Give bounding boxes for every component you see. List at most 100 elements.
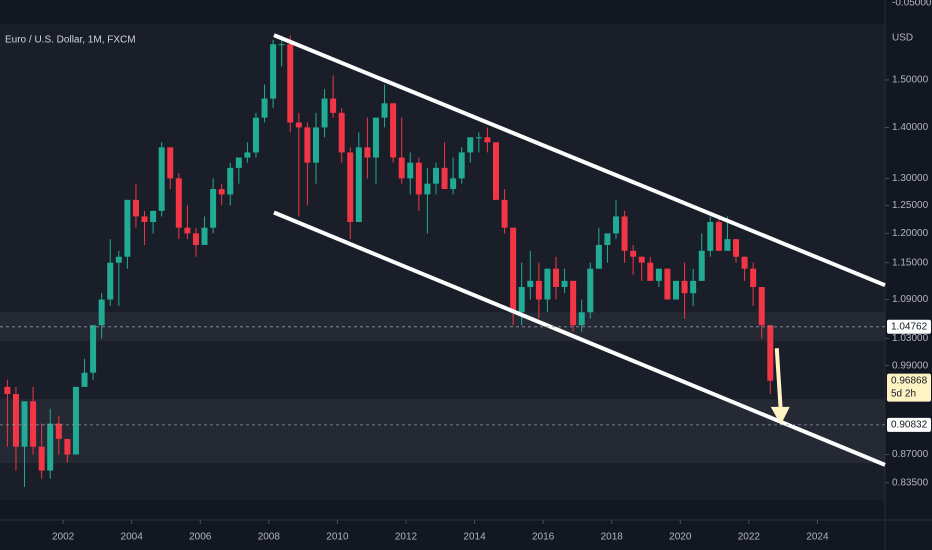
candle-body bbox=[184, 227, 191, 234]
price-label-box bbox=[887, 319, 931, 334]
candle-body bbox=[398, 157, 405, 179]
candle-body bbox=[741, 256, 748, 269]
candle-body bbox=[715, 222, 722, 251]
candle-body bbox=[698, 250, 705, 281]
candle-body bbox=[141, 216, 148, 223]
candle-body bbox=[407, 162, 414, 179]
candle-body bbox=[518, 287, 525, 313]
y-tick-label: 0.83500 bbox=[892, 477, 929, 488]
candle-body bbox=[4, 386, 11, 395]
candle-body bbox=[210, 189, 217, 228]
candle-body bbox=[484, 137, 491, 143]
y-tick-label: 1.09000 bbox=[892, 294, 929, 305]
x-tick-label: 2002 bbox=[52, 532, 75, 543]
candle-body bbox=[81, 372, 88, 387]
x-tick-label: 2020 bbox=[669, 532, 692, 543]
candle-body bbox=[124, 199, 131, 257]
candle-body bbox=[287, 44, 294, 123]
candle-body bbox=[655, 268, 662, 281]
candle-body bbox=[595, 244, 602, 269]
candle-body bbox=[321, 98, 328, 128]
candle-body bbox=[364, 147, 371, 158]
x-tick-label: 2014 bbox=[463, 532, 486, 543]
candle-body bbox=[424, 183, 431, 195]
chart-title: Euro / U.S. Dollar, 1M, FXCM bbox=[5, 35, 136, 46]
candle-body bbox=[55, 423, 62, 439]
arrow-head bbox=[770, 406, 790, 425]
x-tick-label: 2016 bbox=[532, 532, 555, 543]
x-tick-label: 2022 bbox=[738, 532, 761, 543]
y-tick-label: 1.20000 bbox=[892, 228, 929, 239]
candle-body bbox=[235, 157, 242, 168]
x-tick-label: 2004 bbox=[121, 532, 144, 543]
candle-body bbox=[270, 44, 277, 99]
candle-body bbox=[450, 178, 457, 190]
candle-body bbox=[570, 280, 577, 326]
candle-body bbox=[201, 227, 208, 245]
candle-body bbox=[621, 216, 628, 251]
candle-body bbox=[664, 268, 671, 300]
channel-line bbox=[273, 33, 886, 288]
candle-body bbox=[72, 386, 79, 455]
candle-body bbox=[561, 280, 568, 288]
candle-body bbox=[244, 152, 251, 158]
candle-body bbox=[767, 325, 774, 381]
candle-body bbox=[544, 268, 551, 300]
price-label: 0.90832 bbox=[891, 420, 928, 431]
candle-body bbox=[527, 280, 534, 288]
candle-body bbox=[312, 127, 319, 163]
candle-body bbox=[647, 262, 654, 281]
candle-body bbox=[707, 222, 714, 251]
candle-body bbox=[330, 98, 337, 113]
y-tick-label: 0.99000 bbox=[892, 360, 929, 371]
candle-body bbox=[381, 103, 388, 118]
candle-body bbox=[115, 256, 122, 263]
price-label: 1.04762 bbox=[891, 321, 928, 332]
zone bbox=[0, 312, 885, 342]
candle-body bbox=[295, 122, 302, 128]
y-tick-label: 1.40000 bbox=[892, 122, 929, 133]
candle-body bbox=[613, 216, 620, 234]
y-tick-label: 1.03000 bbox=[892, 333, 929, 344]
candle-body bbox=[98, 299, 105, 326]
candle-body bbox=[192, 233, 199, 245]
candle-body bbox=[681, 280, 688, 294]
price-label-box bbox=[887, 417, 931, 432]
candle-body bbox=[441, 167, 448, 190]
price-label-box bbox=[887, 373, 931, 402]
price-label: 0.96868 bbox=[891, 375, 928, 386]
candle-body bbox=[458, 152, 465, 179]
candle-body bbox=[338, 112, 345, 153]
candle-body bbox=[467, 137, 474, 153]
candle-body bbox=[132, 199, 139, 217]
candle-body bbox=[604, 233, 611, 245]
y-tick-label: 1.30000 bbox=[892, 173, 929, 184]
candle-body bbox=[724, 239, 731, 251]
y-tick-label: 1.25000 bbox=[892, 200, 929, 211]
x-tick-label: 2018 bbox=[601, 532, 624, 543]
x-tick-label: 2024 bbox=[806, 532, 829, 543]
candle-body bbox=[390, 103, 397, 158]
channel-line bbox=[273, 210, 886, 467]
candle-body bbox=[252, 117, 259, 153]
candle-body bbox=[758, 287, 765, 326]
candle-body bbox=[355, 147, 362, 223]
candle-body bbox=[432, 167, 439, 184]
candle-body bbox=[673, 280, 680, 300]
zone bbox=[0, 399, 885, 464]
x-tick-label: 2012 bbox=[395, 532, 418, 543]
candle-body bbox=[12, 394, 19, 447]
candle-body bbox=[278, 44, 285, 46]
candle-body bbox=[107, 262, 114, 300]
candle-body bbox=[578, 312, 585, 326]
arrow-shaft bbox=[774, 348, 783, 412]
candle-body bbox=[347, 152, 354, 223]
candle-body bbox=[167, 147, 174, 179]
candle-body bbox=[587, 268, 594, 313]
y-tick-label: 1.50000 bbox=[892, 75, 929, 86]
candle-body bbox=[158, 147, 165, 211]
candle-body bbox=[64, 438, 71, 455]
y-tick-label: 1.15000 bbox=[892, 257, 929, 268]
candle-body bbox=[501, 199, 508, 228]
